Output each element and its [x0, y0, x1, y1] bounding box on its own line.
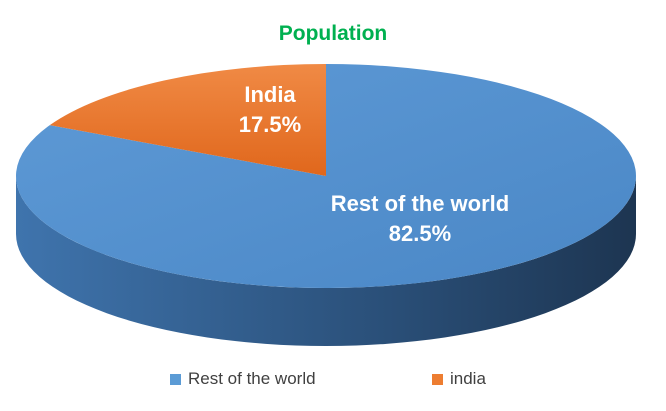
data-label: Rest of the world 82.5%: [325, 189, 515, 249]
pie-slice: [49, 64, 327, 176]
legend-label: Rest of the world: [188, 369, 316, 388]
data-label-value: 17.5%: [238, 112, 302, 137]
data-label-name: Rest of the world: [330, 191, 510, 216]
pie-side: [16, 176, 636, 346]
chart-title: Population: [278, 22, 388, 45]
data-label-name: India: [244, 82, 296, 107]
legend-item: Rest of the world: [170, 369, 316, 389]
legend-swatch: [432, 373, 443, 385]
legend-swatch: [170, 373, 181, 385]
data-label-value: 82.5%: [388, 221, 452, 246]
legend-label: india: [450, 369, 486, 388]
legend-item: india: [432, 369, 486, 389]
data-label: India 17.5%: [175, 80, 365, 140]
